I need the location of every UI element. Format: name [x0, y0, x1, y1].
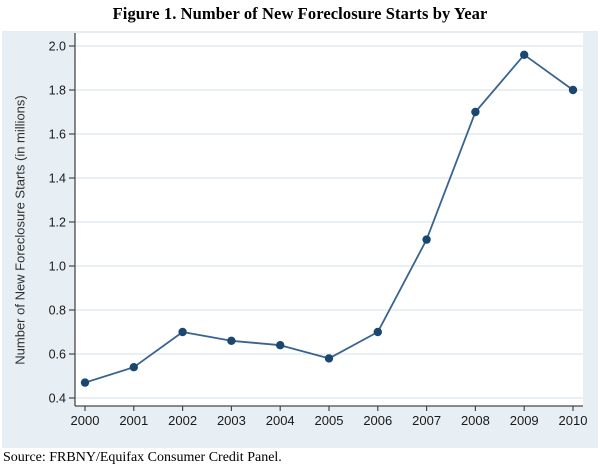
plot-region [75, 33, 583, 406]
y-tick-label: 1.6 [49, 128, 66, 142]
data-point [129, 363, 138, 372]
x-tick-label: 2003 [217, 413, 246, 428]
y-axis-title: Number of New Foreclosure Starts (in mil… [12, 95, 28, 365]
x-tick-label: 2005 [315, 413, 344, 428]
x-tick-label: 2001 [119, 413, 148, 428]
data-point [324, 354, 334, 363]
data-point [471, 107, 480, 117]
data-point [422, 235, 431, 244]
data-point [276, 341, 285, 350]
x-tick-label: 2006 [363, 413, 392, 428]
y-tick-label: 1.0 [49, 260, 66, 274]
y-tick-label: 0.6 [49, 348, 66, 362]
y-tick-label: 0.8 [49, 304, 66, 318]
chart-title: Figure 1. Number of New Foreclosure Star… [112, 4, 488, 23]
x-tick-label: 2009 [510, 413, 539, 428]
y-tick-label: 2.0 [49, 40, 66, 54]
source-note: Source: FRBNY/Equifax Consumer Credit Pa… [3, 450, 282, 465]
x-tick-label: 2000 [71, 413, 100, 428]
x-tick-label: 2008 [461, 413, 490, 428]
y-tick-label: 1.4 [49, 172, 66, 186]
x-tick-label: 2010 [559, 413, 588, 428]
x-tick-label: 2002 [168, 413, 197, 428]
data-point [520, 50, 529, 59]
x-tick-label: 2004 [266, 413, 295, 428]
data-point [373, 327, 382, 337]
y-tick-label: 1.8 [49, 84, 66, 98]
data-point [80, 378, 90, 387]
x-tick-label: 2007 [412, 413, 441, 428]
data-point [227, 336, 236, 345]
y-tick-label: 0.4 [49, 392, 66, 406]
y-tick-label: 1.2 [49, 216, 66, 230]
data-point [568, 85, 578, 95]
data-point [178, 327, 187, 337]
